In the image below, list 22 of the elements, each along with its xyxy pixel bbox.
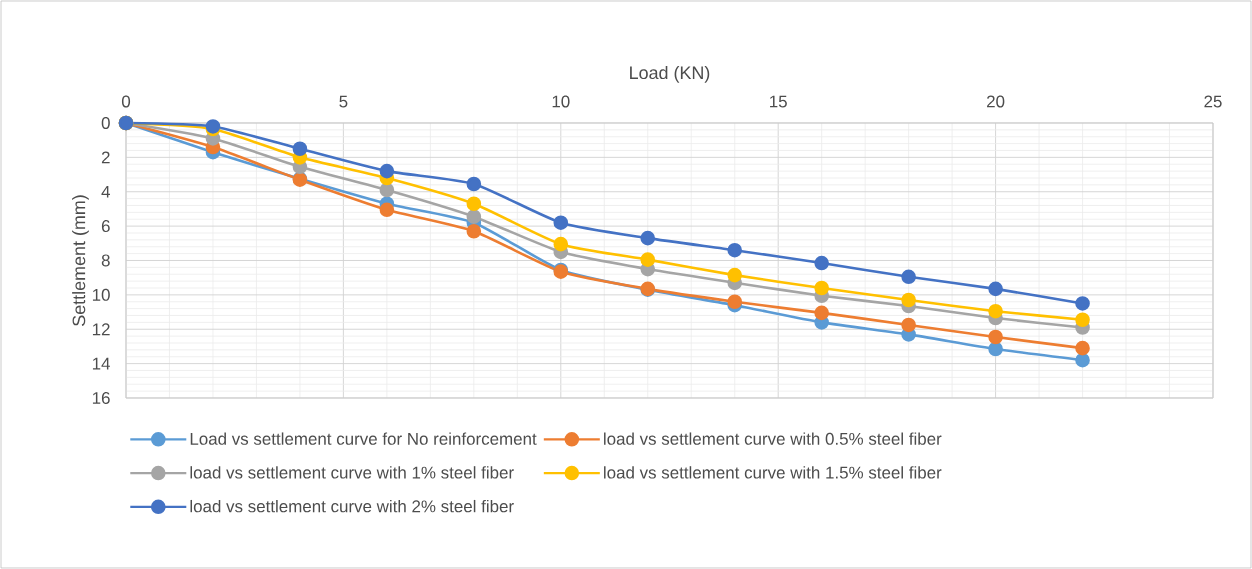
x-tick-label: 5 [339,95,348,108]
y-tick-label: 14 [92,357,110,370]
legend-label: Load vs settlement curve for No reinforcement [190,432,537,445]
legend-label: load vs settlement curve with 0.5% steel fiber [604,432,942,445]
y-tick-label: 2 [101,151,110,164]
y-tick-label: 0 [101,116,110,129]
x-tick-label: 10 [552,95,570,108]
y-tick-label: 12 [92,323,110,336]
x-tick-label: 25 [1204,95,1222,108]
y-tick-label: 8 [101,254,110,267]
legend-label: load vs settlement curve with 1% steel fiber [190,466,514,479]
y-tick-label: 10 [92,288,110,301]
y-tick-label: 6 [101,220,110,233]
x-tick-label: 0 [121,95,131,108]
y-tick-label: 4 [101,185,110,198]
legend-label: load vs settlement curve with 2% steel fiber [190,499,514,513]
y-axis-title: Settlement (mm) [72,195,89,326]
x-tick-label: 15 [770,95,787,108]
x-tick-label: 20 [987,95,1005,108]
legend-label: load vs settlement curve with 1.5% steel fiber [604,466,942,479]
y-tick-label: 16 [92,391,110,404]
x-axis-title: Load (KN) [630,65,710,83]
